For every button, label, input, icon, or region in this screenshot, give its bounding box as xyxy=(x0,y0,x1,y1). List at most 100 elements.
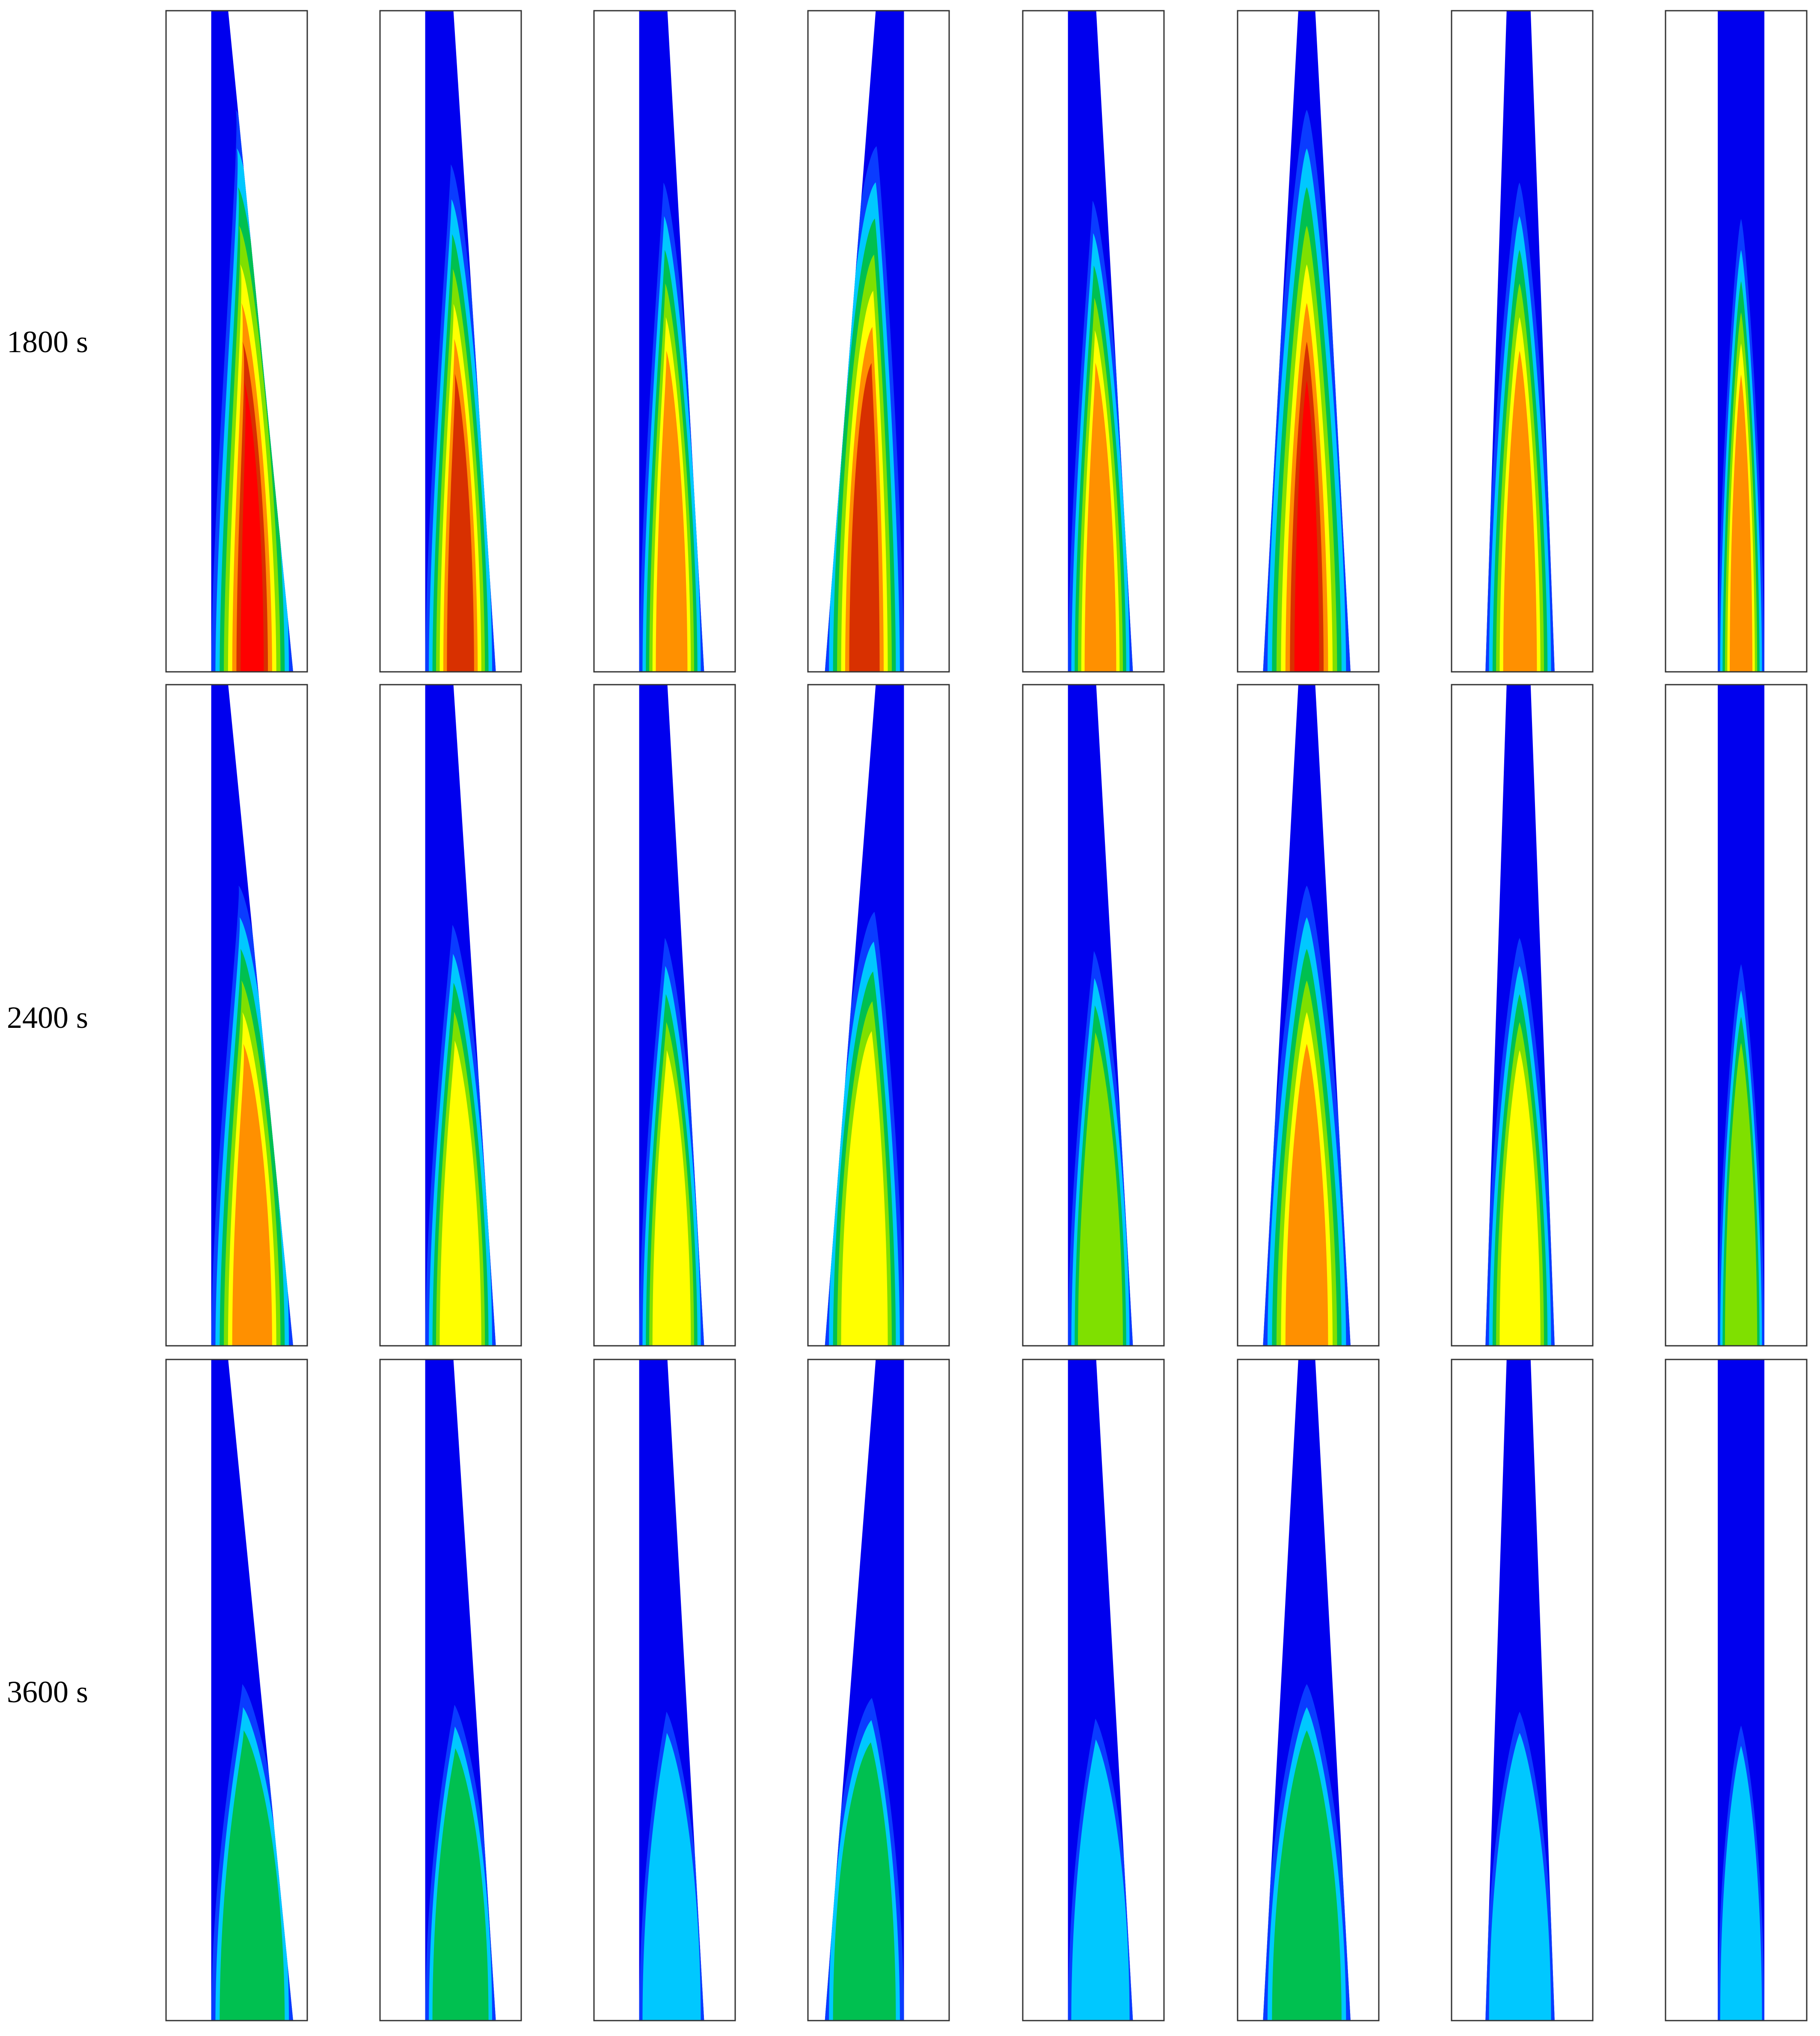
contour-plume xyxy=(1718,1725,1764,2021)
panel-frame xyxy=(165,10,308,673)
contour-panel-r2-c7 xyxy=(1451,684,1594,1347)
panel-frame xyxy=(1237,1359,1380,2021)
contour-panel-r3-c4 xyxy=(807,1359,950,2021)
panel-frame xyxy=(1665,684,1808,1347)
contour-panel-r2-c6 xyxy=(1237,684,1380,1347)
contour-level-8 xyxy=(1294,380,1319,672)
contour-level-3 xyxy=(1272,1730,1342,2021)
contour-level-6 xyxy=(232,1044,272,1346)
contour-panel-r2-c3 xyxy=(593,684,736,1347)
panel-frame xyxy=(593,10,736,673)
contour-plume xyxy=(1263,1684,1351,2021)
contour-level-6 xyxy=(1730,374,1753,672)
contour-level-5 xyxy=(841,1031,888,1346)
contour-level-7 xyxy=(447,374,474,672)
contour-level-5 xyxy=(439,1040,481,1346)
contour-level-2 xyxy=(1071,1739,1130,2021)
contour-panel-r1-c2 xyxy=(379,10,522,673)
row-label-2400: 2400 s xyxy=(7,1000,89,1035)
panel-frame xyxy=(1022,684,1165,1347)
panel-frame xyxy=(165,684,308,1347)
contour-level-6 xyxy=(656,350,688,672)
contour-plume xyxy=(1068,1718,1133,2021)
contour-plume xyxy=(639,182,704,672)
panel-frame xyxy=(807,684,950,1347)
contour-plume xyxy=(1068,951,1133,1346)
contour-level-2 xyxy=(1489,1733,1551,2021)
contour-level-5 xyxy=(652,1050,691,1346)
contour-level-7 xyxy=(849,363,880,672)
contour-panel-r1-c3 xyxy=(593,10,736,673)
panel-frame xyxy=(1451,10,1594,673)
panel-frame xyxy=(1665,10,1808,673)
contour-level-4 xyxy=(1725,1043,1758,1346)
contour-panel-r1-c6 xyxy=(1237,10,1380,673)
panel-frame xyxy=(379,10,522,673)
contour-level-2 xyxy=(1720,1745,1762,2021)
contour-level-3 xyxy=(833,1742,896,2021)
panel-frame xyxy=(1451,684,1594,1347)
row-label-3600: 3600 s xyxy=(7,1675,89,1709)
contour-plume xyxy=(1485,1712,1555,2021)
contour-plume xyxy=(211,110,293,672)
panel-frame xyxy=(379,684,522,1347)
contour-level-6 xyxy=(1084,362,1116,672)
contour-panel-r2-c4 xyxy=(807,684,950,1347)
contour-level-6 xyxy=(1503,350,1537,672)
contour-level-3 xyxy=(220,1730,285,2021)
contour-plume xyxy=(825,1698,904,2021)
contour-plume xyxy=(1485,938,1555,1346)
panel-frame xyxy=(379,1359,522,2021)
contour-plume xyxy=(425,1705,496,2021)
contour-panel-r3-c1 xyxy=(165,1359,308,2021)
contour-plume xyxy=(1485,182,1555,672)
panel-frame xyxy=(593,684,736,1347)
contour-panel-r1-c8 xyxy=(1665,10,1808,673)
contour-panel-r3-c7 xyxy=(1451,1359,1594,2021)
contour-level-6 xyxy=(1285,1044,1328,1346)
contour-plume xyxy=(1718,219,1764,672)
contour-plume xyxy=(1263,110,1351,672)
panel-frame xyxy=(807,1359,950,2021)
panel-frame xyxy=(1022,1359,1165,2021)
panel-frame xyxy=(1237,684,1380,1347)
contour-panel-r3-c8 xyxy=(1665,1359,1808,2021)
panel-frame xyxy=(1237,10,1380,673)
panel-frame xyxy=(807,10,950,673)
contour-level-8 xyxy=(240,380,264,672)
contour-panel-r2-c8 xyxy=(1665,684,1808,1347)
panel-frame xyxy=(1451,1359,1594,2021)
contour-panel-r3-c3 xyxy=(593,1359,736,2021)
panel-frame xyxy=(1665,1359,1808,2021)
contour-panel-r3-c6 xyxy=(1237,1359,1380,2021)
contour-plume xyxy=(1068,201,1133,672)
contour-plume xyxy=(1263,885,1351,1346)
contour-plume xyxy=(211,885,293,1346)
contour-level-2 xyxy=(642,1733,701,2021)
panel-frame xyxy=(165,1359,308,2021)
contour-panel-r3-c5 xyxy=(1022,1359,1165,2021)
row-label-1800: 1800 s xyxy=(7,325,89,359)
contour-level-4 xyxy=(1078,1032,1123,1346)
contour-plume xyxy=(425,164,496,672)
contour-plume xyxy=(211,1684,293,2021)
contour-plume xyxy=(639,1712,704,2021)
panel-frame xyxy=(1022,10,1165,673)
contour-plume xyxy=(1718,964,1764,1346)
contour-level-5 xyxy=(1499,1050,1541,1346)
contour-panel-r1-c7 xyxy=(1451,10,1594,673)
contour-plume xyxy=(825,911,904,1346)
contour-level-3 xyxy=(432,1748,489,2021)
contour-plume xyxy=(425,925,496,1346)
contour-panel-r1-c1 xyxy=(165,10,308,673)
contour-panel-r2-c1 xyxy=(165,684,308,1347)
contour-panel-r2-c2 xyxy=(379,684,522,1347)
contour-panel-r3-c2 xyxy=(379,1359,522,2021)
contour-panel-r1-c5 xyxy=(1022,10,1165,673)
contour-plume xyxy=(639,938,704,1346)
contour-panel-r2-c5 xyxy=(1022,684,1165,1347)
contour-panel-r1-c4 xyxy=(807,10,950,673)
panel-frame xyxy=(593,1359,736,2021)
